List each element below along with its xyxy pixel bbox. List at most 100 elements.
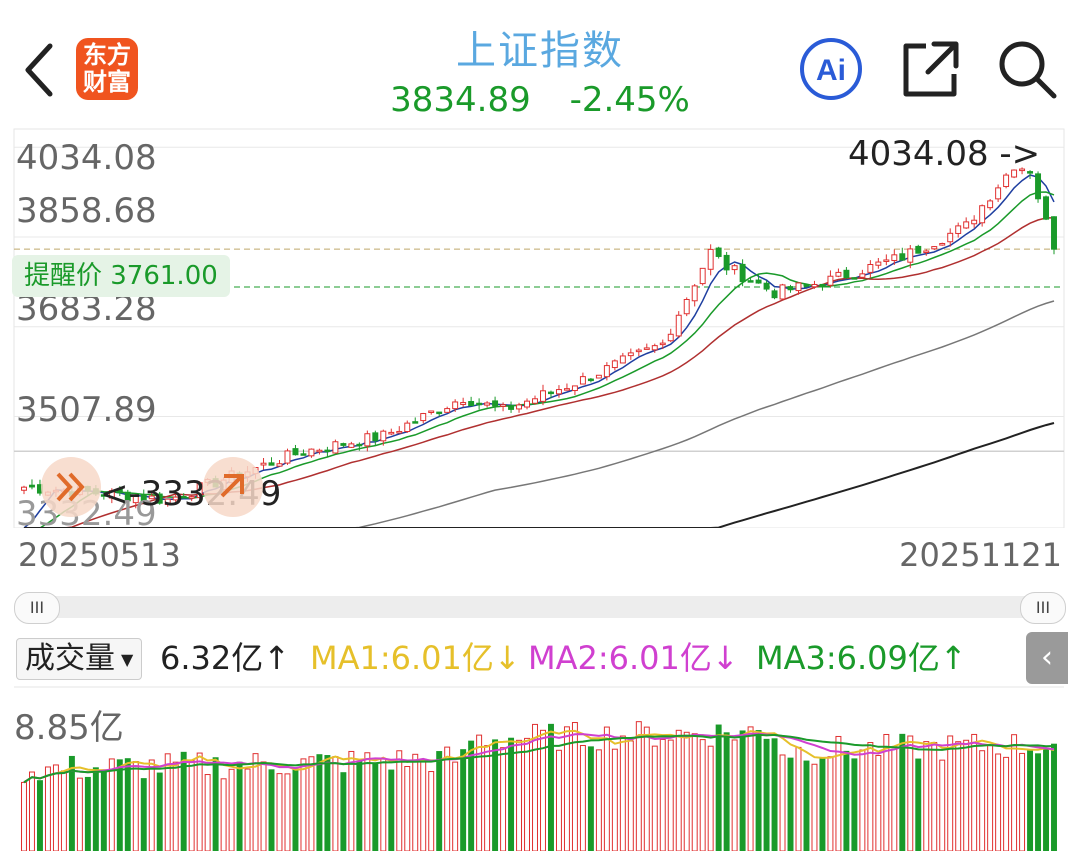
- caret-down-icon: ▼: [121, 649, 134, 669]
- volume-ma2: MA2:6.01亿↓: [528, 639, 739, 677]
- candle-body: [532, 398, 538, 404]
- volume-bar: [1003, 756, 1010, 852]
- candle-body: [707, 248, 714, 270]
- buy-signal-icon[interactable]: [202, 456, 264, 518]
- candle-body: [404, 422, 411, 432]
- candle-body: [308, 448, 315, 457]
- volume-bar: [316, 754, 323, 852]
- ai-icon: Ai: [800, 38, 862, 100]
- volume-bar: [851, 758, 858, 852]
- scroller-track[interactable]: [28, 596, 1048, 618]
- candle-body: [276, 463, 283, 467]
- indicator-select[interactable]: 成交量 ▼: [16, 638, 143, 680]
- volume-bar: [412, 753, 419, 852]
- candle-body: [340, 443, 347, 446]
- candle-body: [851, 277, 858, 280]
- candle-body: [891, 254, 898, 261]
- candle-body: [971, 219, 978, 225]
- candle-body: [316, 449, 323, 453]
- candle-body: [619, 355, 626, 364]
- candle-body: [420, 413, 427, 422]
- volume-bar: [691, 733, 698, 852]
- ai-button[interactable]: Ai: [798, 36, 864, 102]
- alert-price-tag[interactable]: 提醒价 3761.00: [12, 255, 230, 297]
- volume-bar: [300, 758, 307, 852]
- volume-bar: [500, 747, 507, 852]
- candle-body: [979, 205, 986, 224]
- fast-forward-icon[interactable]: [40, 456, 102, 518]
- candle-body: [372, 432, 379, 442]
- y-label-2: 3858.68: [16, 191, 157, 231]
- volume-bar: [140, 778, 147, 852]
- candle-body: [755, 279, 762, 284]
- candle-body: [571, 385, 578, 392]
- candle-body: [987, 200, 994, 209]
- share-button[interactable]: [898, 36, 964, 102]
- candle-body: [300, 453, 307, 456]
- volume-bar: [619, 735, 626, 852]
- volume-bar: [731, 739, 738, 852]
- change-percent: -2.45%: [569, 80, 690, 120]
- chart-frame: [13, 128, 1065, 528]
- candle-body: [691, 285, 698, 302]
- volume-bar: [555, 749, 562, 852]
- scroller-right-handle[interactable]: III: [1020, 592, 1066, 624]
- candle-body: [356, 443, 363, 447]
- search-button[interactable]: [994, 36, 1060, 102]
- volume-bar: [92, 767, 99, 852]
- candle-body: [659, 342, 666, 346]
- volume-bar: [963, 739, 970, 852]
- volume-bar: [524, 737, 530, 852]
- volume-bar: [396, 750, 403, 852]
- current-price: 3834.89: [390, 80, 531, 120]
- candle-body: [332, 441, 339, 454]
- volume-ma20-line: [23, 733, 1055, 784]
- collapse-panel-button[interactable]: ‹: [1026, 632, 1068, 684]
- peak-marker-label: 4034.08 ->: [848, 134, 1041, 174]
- volume-bar: [380, 758, 387, 852]
- volume-bar: [308, 756, 315, 852]
- volume-bar: [548, 723, 554, 852]
- volume-bar: [707, 745, 714, 852]
- start-date-label: 20250513: [18, 536, 181, 574]
- volume-bar: [508, 737, 515, 852]
- app-logo[interactable]: 东方 财富: [76, 38, 138, 100]
- candle-body: [835, 271, 842, 277]
- candle-body: [468, 401, 475, 407]
- volume-chart[interactable]: [0, 686, 1080, 852]
- candle-body: [21, 486, 27, 491]
- candle-body: [939, 242, 946, 246]
- kline-chart[interactable]: [0, 128, 1080, 528]
- candle-body: [1043, 196, 1049, 220]
- back-button[interactable]: [18, 40, 62, 100]
- kline-svg: [13, 128, 1065, 528]
- candle-body: [931, 246, 938, 250]
- candle-body: [827, 275, 834, 286]
- scroller-left-handle[interactable]: III: [14, 592, 60, 624]
- volume-bar: [923, 741, 930, 852]
- volume-bar: [1019, 752, 1026, 852]
- volume-bar: [284, 773, 291, 852]
- volume-bar: [532, 723, 538, 852]
- candle-body: [29, 484, 35, 488]
- candle-body: [811, 283, 818, 288]
- candle-body: [595, 374, 602, 379]
- candle-body: [819, 283, 826, 288]
- volume-bar: [52, 764, 59, 852]
- candle-body: [731, 265, 738, 271]
- volume-bar: [667, 739, 674, 852]
- volume-bar: [244, 768, 251, 852]
- volume-bar: [819, 758, 826, 852]
- volume-bar: [29, 771, 35, 852]
- search-icon: [999, 41, 1057, 99]
- candle-body: [915, 245, 922, 254]
- volume-bar: [787, 757, 794, 852]
- range-scroller[interactable]: III III: [14, 592, 1066, 624]
- candle-body: [540, 390, 546, 402]
- volume-bar: [60, 770, 67, 852]
- candle-body: [436, 411, 443, 415]
- candle-body: [739, 263, 746, 283]
- volume-bar: [492, 739, 499, 852]
- candle-body: [516, 404, 523, 410]
- volume-bar: [44, 766, 51, 852]
